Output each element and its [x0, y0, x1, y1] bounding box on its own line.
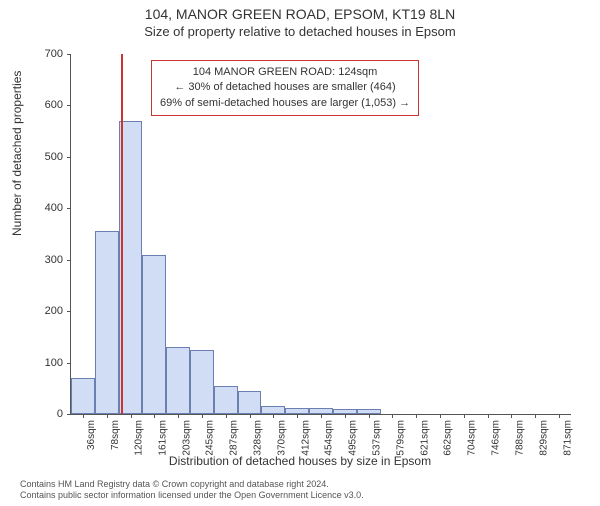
x-tick-label: 161sqm [157, 420, 168, 456]
y-tick-mark [67, 105, 71, 106]
x-tick-mark [464, 414, 465, 418]
x-tick-label: 788sqm [514, 420, 525, 456]
histogram-bar [214, 386, 238, 414]
histogram-bar [261, 406, 285, 414]
x-tick-label: 746sqm [491, 420, 502, 456]
info-box: 104 MANOR GREEN ROAD: 124sqm← 30% of det… [151, 60, 419, 116]
y-tick-mark [67, 311, 71, 312]
chart-title: 104, MANOR GREEN ROAD, EPSOM, KT19 8LN [0, 6, 600, 22]
x-tick-mark [202, 414, 203, 418]
plot-region: 010020030040050060070036sqm78sqm120sqm16… [70, 54, 571, 415]
x-tick-label: 370sqm [276, 420, 287, 456]
footer-line2: Contains public sector information licen… [20, 490, 364, 502]
x-tick-mark [250, 414, 251, 418]
histogram-bar [166, 347, 190, 414]
footer-line1: Contains HM Land Registry data © Crown c… [20, 479, 364, 491]
x-tick-mark [178, 414, 179, 418]
x-tick-mark [535, 414, 536, 418]
x-tick-mark [321, 414, 322, 418]
x-tick-label: 454sqm [324, 420, 335, 456]
x-tick-label: 287sqm [229, 420, 240, 456]
chart-area: 010020030040050060070036sqm78sqm120sqm16… [70, 54, 570, 414]
x-tick-mark [154, 414, 155, 418]
x-tick-mark [131, 414, 132, 418]
x-tick-mark [440, 414, 441, 418]
x-tick-label: 704sqm [467, 420, 478, 456]
x-tick-label: 537sqm [372, 420, 383, 456]
x-tick-label: 203sqm [181, 420, 192, 456]
histogram-bar [95, 231, 119, 414]
x-tick-label: 245sqm [205, 420, 216, 456]
y-tick-mark [67, 414, 71, 415]
histogram-bar [71, 378, 95, 414]
y-tick-label: 600 [33, 99, 63, 111]
x-tick-label: 579sqm [395, 420, 406, 456]
x-tick-mark [83, 414, 84, 418]
x-tick-mark [416, 414, 417, 418]
y-tick-label: 700 [33, 48, 63, 60]
x-tick-mark [226, 414, 227, 418]
x-tick-label: 829sqm [538, 420, 549, 456]
x-axis-label: Distribution of detached houses by size … [0, 454, 600, 468]
histogram-bar [190, 350, 214, 414]
info-box-line: ← 30% of detached houses are smaller (46… [160, 80, 410, 95]
x-tick-label: 78sqm [110, 420, 121, 450]
info-box-line: 69% of semi-detached houses are larger (… [160, 96, 410, 111]
x-tick-mark [369, 414, 370, 418]
x-tick-label: 871sqm [562, 420, 573, 456]
y-tick-mark [67, 54, 71, 55]
x-tick-mark [345, 414, 346, 418]
y-tick-label: 100 [33, 357, 63, 369]
chart-subtitle: Size of property relative to detached ho… [0, 24, 600, 39]
x-tick-mark [511, 414, 512, 418]
x-tick-mark [297, 414, 298, 418]
x-tick-label: 120sqm [134, 420, 145, 456]
x-tick-mark [559, 414, 560, 418]
x-tick-mark [273, 414, 274, 418]
x-tick-label: 412sqm [300, 420, 311, 456]
y-tick-label: 500 [33, 151, 63, 163]
y-tick-mark [67, 157, 71, 158]
y-tick-label: 400 [33, 202, 63, 214]
y-axis-label: Number of detached properties [10, 71, 24, 236]
y-tick-label: 200 [33, 305, 63, 317]
histogram-bar [142, 255, 166, 414]
y-tick-mark [67, 260, 71, 261]
y-tick-label: 0 [33, 408, 63, 420]
x-tick-mark [392, 414, 393, 418]
y-tick-mark [67, 208, 71, 209]
y-tick-label: 300 [33, 254, 63, 266]
y-tick-mark [67, 363, 71, 364]
x-tick-label: 621sqm [419, 420, 430, 456]
info-box-line: 104 MANOR GREEN ROAD: 124sqm [160, 65, 410, 80]
x-tick-mark [107, 414, 108, 418]
x-tick-label: 36sqm [86, 420, 97, 450]
x-tick-label: 662sqm [443, 420, 454, 456]
x-tick-label: 328sqm [253, 420, 264, 456]
x-tick-mark [488, 414, 489, 418]
histogram-bar [238, 391, 262, 414]
property-marker-line [121, 54, 123, 414]
x-tick-label: 495sqm [348, 420, 359, 456]
footer-credits: Contains HM Land Registry data © Crown c… [20, 479, 364, 502]
